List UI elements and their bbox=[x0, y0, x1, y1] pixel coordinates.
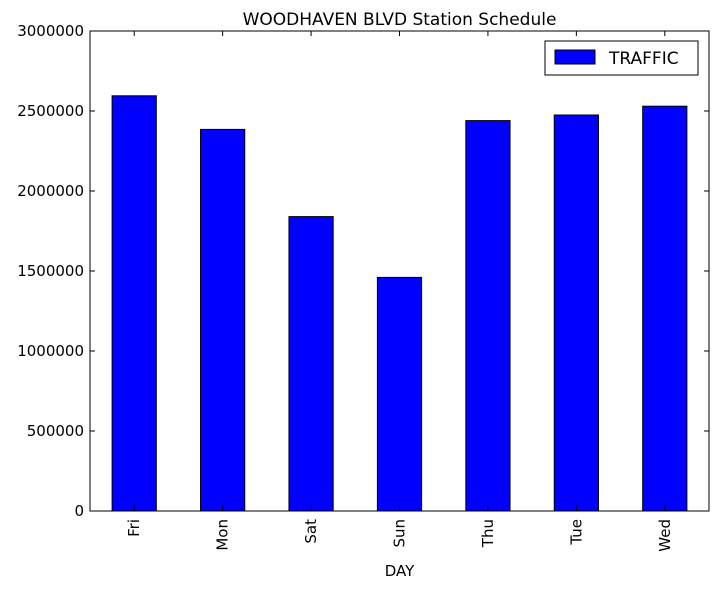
y-tick-label: 500000 bbox=[27, 422, 84, 440]
x-tick-label-sat: Sat bbox=[302, 519, 320, 544]
bar-fri bbox=[111, 95, 157, 512]
x-tick-label-wed: Wed bbox=[656, 519, 674, 552]
plot-frame bbox=[89, 30, 710, 512]
chart-title: WOODHAVEN BLVD Station Schedule bbox=[243, 10, 557, 30]
x-tick-label-sun: Sun bbox=[391, 519, 409, 548]
bar-mon bbox=[200, 128, 246, 512]
legend-swatch bbox=[554, 49, 596, 65]
y-tick-label: 3000000 bbox=[17, 22, 84, 40]
y-tick-label: 1500000 bbox=[17, 262, 84, 280]
y-tick-label: 2500000 bbox=[17, 102, 84, 120]
y-axis: 0 500000 1000000 1500000 2000000 2500000 30000… bbox=[17, 22, 709, 520]
bars-group bbox=[111, 95, 688, 512]
x-tick-label-fri: Fri bbox=[125, 519, 143, 537]
bar-sun bbox=[376, 276, 423, 512]
x-tick-label-mon: Mon bbox=[214, 519, 232, 551]
y-tick-label: 2000000 bbox=[17, 182, 84, 200]
x-axis-label: DAY bbox=[385, 562, 415, 580]
x-tick-label-thu: Thu bbox=[479, 519, 497, 548]
x-tick-label-tue: Tue bbox=[567, 519, 585, 546]
legend: TRAFFIC bbox=[544, 40, 699, 76]
legend-label-traffic: TRAFFIC bbox=[608, 49, 679, 69]
x-axis: Fri Mon Sat Sun Thu Tue Wed bbox=[125, 31, 674, 552]
bar-wed bbox=[642, 105, 688, 512]
bar-tue bbox=[553, 114, 599, 512]
y-tick-label: 1000000 bbox=[17, 342, 84, 360]
y-tick-label: 0 bbox=[74, 502, 84, 520]
bar-thu bbox=[465, 120, 511, 512]
bar-sat bbox=[288, 216, 334, 512]
